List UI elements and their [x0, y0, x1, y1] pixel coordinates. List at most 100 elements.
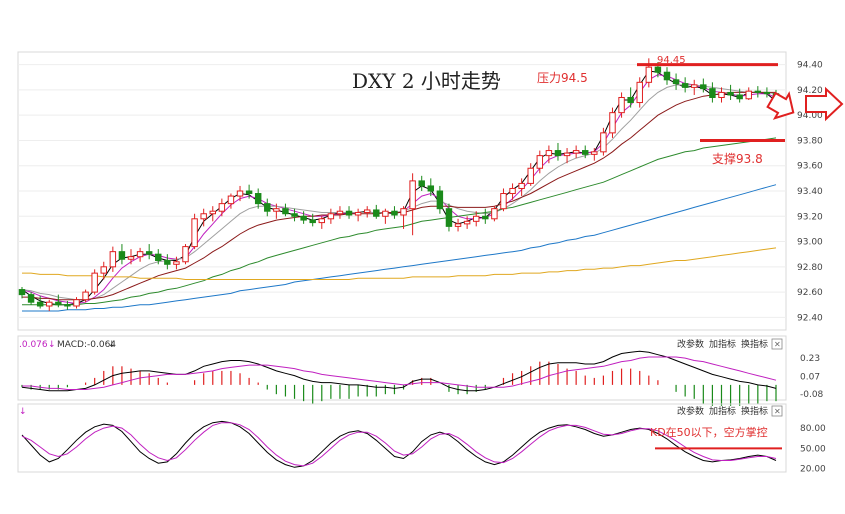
candle-body — [536, 155, 544, 169]
candle-body — [645, 66, 653, 83]
candle-body — [691, 84, 698, 88]
candle-body — [663, 71, 671, 81]
kd-control-switch[interactable]: 换指标 — [741, 405, 768, 417]
candle-body — [282, 208, 289, 215]
moving-average-line-6 — [22, 184, 777, 312]
candle-body — [463, 220, 471, 225]
candle-body — [155, 253, 162, 262]
right-arrow-icon — [805, 86, 844, 122]
candle-body — [582, 150, 589, 155]
macd-control-add[interactable]: 加指标 — [709, 338, 736, 350]
candle-body — [527, 167, 534, 184]
candle-body — [182, 246, 189, 263]
price-tick-label: 94.40 — [797, 61, 823, 71]
down-arrow-icon — [766, 91, 795, 120]
candle-body — [164, 260, 171, 265]
candle-body — [754, 90, 762, 93]
kd-y-axis: 80.00 50.00 20.00 — [800, 424, 826, 475]
candle-body — [136, 251, 144, 258]
macd-lines — [21, 350, 777, 392]
candle-body — [55, 301, 62, 306]
candle-body — [445, 208, 453, 227]
candle-body — [291, 213, 298, 217]
macd-header-value: .0.076 — [19, 340, 48, 350]
macd-close-icon: ✕ — [774, 340, 781, 349]
resistance-label: 压力94.5 — [537, 71, 588, 85]
macd-close-button[interactable] — [771, 338, 783, 350]
candle-body — [709, 88, 716, 98]
candle-body — [173, 261, 180, 265]
candle-body — [373, 209, 380, 217]
candle-body — [500, 193, 507, 210]
candle-body — [609, 112, 616, 134]
kd-annotation: KD在50以下，空方掌控 — [650, 425, 768, 439]
price-annotations: DXY 2 小时走势 压力94.5 94.45 支撑93.8 — [352, 55, 844, 166]
candle-body — [91, 272, 98, 293]
macd-y-axis: 0.23 0.07 -0.08 — [800, 354, 824, 400]
candle-body — [491, 208, 498, 220]
candle-body — [727, 91, 734, 96]
price-tick-label: 93.20 — [797, 212, 823, 222]
candle-body — [73, 299, 80, 307]
moving-average-line-2 — [21, 74, 777, 305]
macd-header-down-icon-2: ↓ — [108, 340, 116, 350]
kd-close-icon: ✕ — [774, 407, 781, 416]
candle-body — [518, 182, 525, 189]
candle-body — [109, 251, 117, 268]
price-y-axis: 92.40 92.60 92.80 93.00 93.20 93.40 93.60 93.80… — [797, 61, 823, 324]
kd-lines — [21, 420, 777, 468]
candle-body — [227, 195, 235, 205]
candle-body — [218, 203, 226, 212]
kd-tick-label: 50.00 — [800, 444, 826, 454]
candle-body — [654, 66, 662, 73]
price-tick-label: 93.00 — [797, 238, 823, 248]
macd-header-down-icon: ↓ — [48, 340, 56, 350]
candle-body — [300, 215, 307, 221]
candle-body — [627, 96, 634, 104]
candle-body — [36, 301, 44, 307]
candle-body — [509, 187, 516, 195]
moving-average-line-1 — [21, 70, 777, 306]
macd-dif-line — [21, 350, 777, 392]
price-tick-label: 94.00 — [797, 111, 823, 121]
macd-tick-label: 0.07 — [800, 373, 820, 383]
candle-body — [454, 223, 462, 227]
macd-control-switch[interactable]: 换指标 — [741, 338, 768, 350]
candle-body — [254, 193, 262, 205]
candle-body — [82, 291, 89, 301]
moving-average-line-7 — [22, 247, 777, 280]
kd-close-button[interactable] — [771, 405, 783, 417]
candle-body — [681, 83, 689, 88]
macd-control-params[interactable]: 改参数 — [677, 338, 704, 350]
candle-body — [436, 190, 444, 210]
candle-body — [236, 190, 244, 197]
kd-control-add[interactable]: 加指标 — [709, 405, 736, 417]
candle-body — [672, 79, 680, 85]
kd-tick-label: 80.00 — [800, 424, 826, 434]
candle-body — [209, 210, 216, 215]
candle-body — [482, 215, 489, 220]
candle-body — [618, 96, 625, 114]
candle-body — [736, 94, 743, 100]
candle-body — [763, 91, 771, 95]
moving-average-line-5 — [22, 137, 777, 306]
kd-control-params[interactable]: 改参数 — [677, 405, 704, 417]
price-tick-label: 92.80 — [797, 263, 823, 273]
candle-body — [27, 294, 35, 303]
candle-body — [46, 301, 53, 307]
price-tick-label: 93.80 — [797, 136, 823, 146]
candle-body — [191, 218, 198, 248]
price-tick-label: 93.40 — [797, 187, 823, 197]
macd-tick-label: -0.08 — [800, 390, 824, 400]
candle-body — [64, 304, 71, 307]
support-label: 支撑93.8 — [712, 151, 763, 166]
price-tick-label: 93.60 — [797, 162, 823, 172]
high-price-label: 94.45 — [657, 55, 686, 66]
macd-panel: .0.076 ↓ MACD:-0.064 ↓ 改参数 加指标 换指标 ✕ 0.2… — [17, 335, 824, 406]
macd-tick-label: 0.23 — [800, 354, 820, 364]
candle-body — [591, 151, 598, 155]
kd-tick-label: 20.00 — [800, 465, 826, 475]
kd-header-down-icon: ↓ — [19, 407, 27, 417]
moving-average-line-3 — [21, 84, 777, 301]
macd-header-label: MACD:-0.064 — [57, 340, 116, 350]
